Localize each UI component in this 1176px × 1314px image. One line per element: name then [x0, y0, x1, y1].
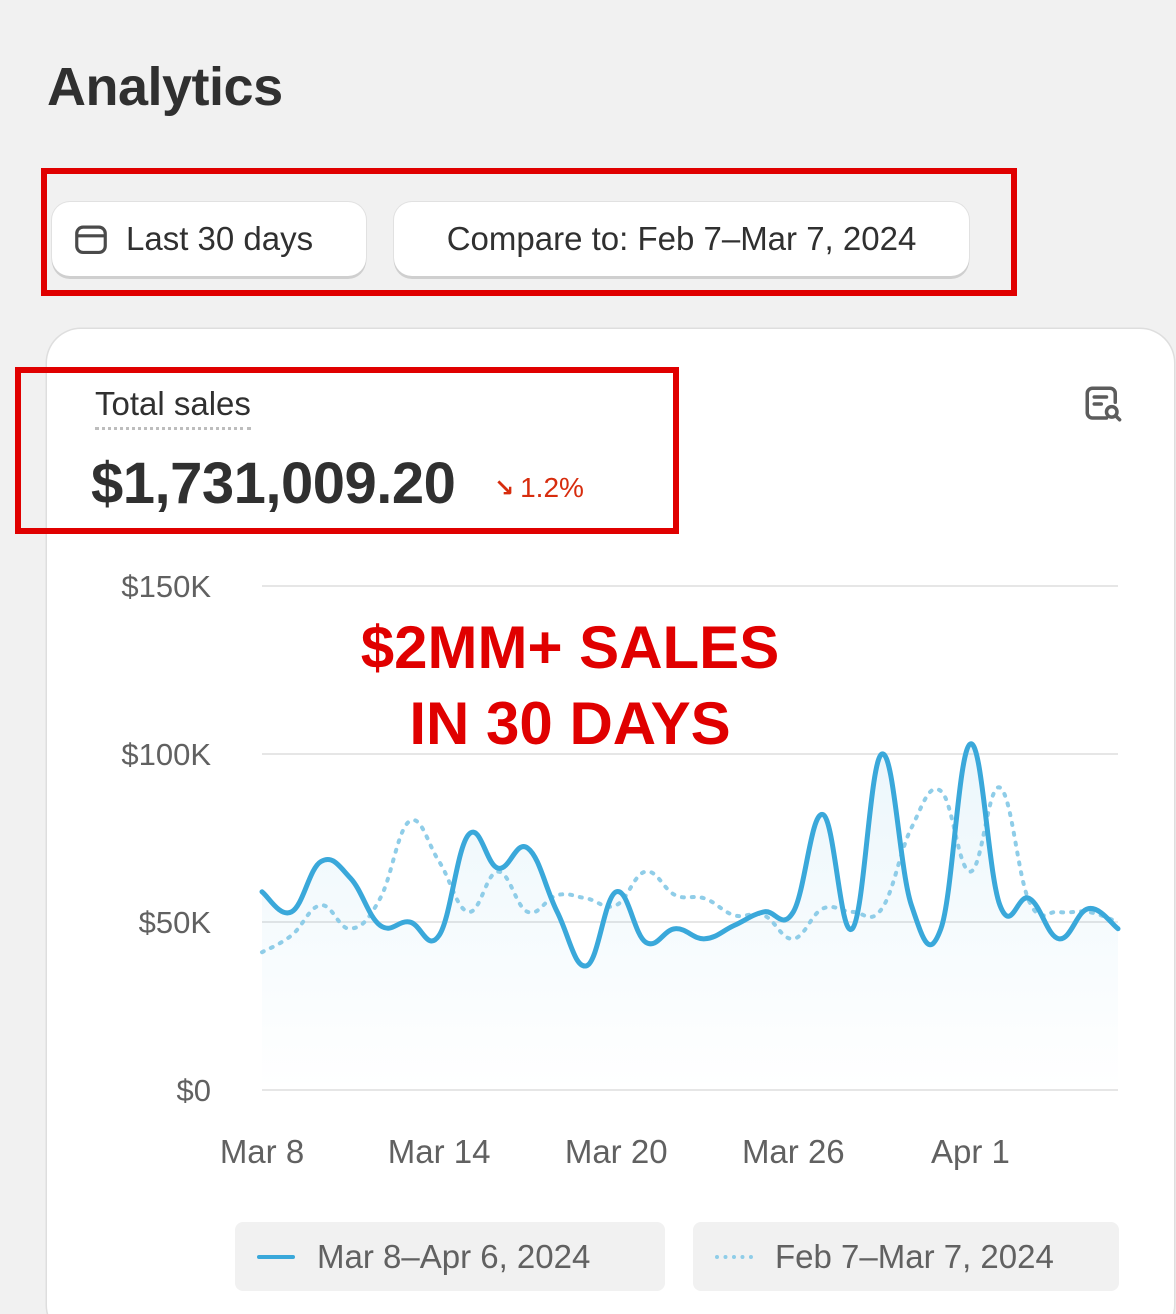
current-data-point — [970, 743, 971, 744]
current-data-point — [557, 911, 558, 912]
compare-button[interactable]: Compare to: Feb 7–Mar 7, 2024 — [394, 202, 969, 276]
current-data-point — [586, 965, 587, 966]
previous-data-point — [1029, 901, 1030, 902]
page-title: Analytics — [47, 57, 283, 117]
annotation-line-2: IN 30 DAYS — [409, 690, 731, 757]
current-data-point — [527, 848, 528, 849]
x-tick-label: Mar 14 — [388, 1133, 491, 1170]
current-data-point — [321, 861, 322, 862]
previous-data-point — [734, 915, 735, 916]
current-data-point — [350, 878, 351, 879]
y-tick-label: $150K — [121, 569, 211, 604]
previous-data-point — [350, 928, 351, 929]
current-data-point — [1088, 908, 1089, 909]
previous-data-point — [380, 898, 381, 899]
total-sales-highlight-box — [15, 367, 679, 534]
current-data-point — [911, 905, 912, 906]
previous-data-point — [321, 905, 322, 906]
previous-series-line — [260, 785, 1120, 955]
metric-change: ↘ 1.2% — [494, 472, 584, 504]
previous-data-point — [911, 827, 912, 828]
current-data-point — [793, 911, 794, 912]
previous-data-point — [439, 861, 440, 862]
date-range-button[interactable]: Last 30 days — [52, 202, 366, 276]
current-data-point — [852, 928, 853, 929]
x-tick-label: Mar 26 — [742, 1133, 845, 1170]
metric-value: $1,731,009.20 — [91, 451, 456, 516]
x-tick-label: Apr 1 — [931, 1133, 1010, 1170]
previous-data-point — [940, 790, 941, 791]
previous-data-point — [1058, 911, 1059, 912]
report-search-icon[interactable] — [1082, 383, 1124, 425]
calendar-icon — [75, 225, 107, 255]
current-data-point — [1118, 928, 1119, 929]
current-data-point — [704, 938, 705, 939]
legend-previous-label: Feb 7–Mar 7, 2024 — [775, 1237, 1054, 1275]
metric-change-value: 1.2% — [520, 472, 584, 503]
previous-data-point — [498, 871, 499, 872]
previous-data-point — [881, 908, 882, 909]
current-data-point — [439, 935, 440, 936]
current-series-line — [259, 741, 1121, 969]
previous-data-point — [1118, 922, 1119, 923]
current-data-point — [380, 925, 381, 926]
previous-data-point — [763, 915, 764, 916]
previous-data-point — [291, 935, 292, 936]
arrow-down-right-icon: ↘ — [494, 474, 515, 502]
previous-data-point — [527, 911, 528, 912]
current-data-point — [291, 911, 292, 912]
current-data-point — [763, 911, 764, 912]
current-data-point — [675, 928, 676, 929]
current-data-point — [881, 754, 882, 755]
previous-data-point — [557, 895, 558, 896]
previous-data-point — [645, 871, 646, 872]
date-range-label: Last 30 days — [126, 220, 314, 257]
current-data-point — [822, 814, 823, 815]
previous-data-point — [852, 911, 853, 912]
current-series-area — [262, 743, 1118, 1090]
current-data-point — [734, 925, 735, 926]
previous-data-point — [822, 908, 823, 909]
previous-data-point — [409, 821, 410, 822]
current-data-point — [1058, 938, 1059, 939]
annotation-line-1: $2MM+ SALES — [360, 614, 780, 681]
current-data-point — [262, 891, 263, 892]
current-data-point — [999, 905, 1000, 906]
current-data-point — [1029, 898, 1030, 899]
current-data-point — [468, 834, 469, 835]
legend-current-label: Mar 8–Apr 6, 2024 — [317, 1237, 591, 1275]
y-tick-label: $0 — [177, 1073, 211, 1108]
previous-data-point — [793, 938, 794, 939]
filters-highlight-box — [41, 168, 1017, 296]
x-tick-label: Mar 8 — [220, 1133, 304, 1170]
legend-solid-line-swatch — [257, 1254, 295, 1259]
x-tick-label: Mar 20 — [565, 1133, 668, 1170]
previous-data-point — [616, 905, 617, 906]
previous-data-point — [704, 898, 705, 899]
y-tick-label: $50K — [139, 905, 212, 940]
previous-data-point — [970, 871, 971, 872]
current-data-point — [940, 928, 941, 929]
current-data-point — [498, 868, 499, 869]
previous-data-point — [1088, 911, 1089, 912]
legend-dotted-line-swatch — [715, 1254, 753, 1259]
previous-data-point — [999, 787, 1000, 788]
previous-data-point — [468, 911, 469, 912]
y-tick-label: $100K — [121, 737, 211, 772]
legend-previous-period[interactable]: Feb 7–Mar 7, 2024 — [693, 1222, 1119, 1291]
metric-label[interactable]: Total sales — [95, 385, 251, 430]
previous-data-point — [262, 952, 263, 953]
annotation-overlay: $2MM+ SALES IN 30 DAYS — [300, 610, 840, 762]
current-data-point — [616, 891, 617, 892]
compare-label: Compare to: Feb 7–Mar 7, 2024 — [446, 220, 917, 257]
current-data-point — [409, 922, 410, 923]
previous-data-point — [675, 895, 676, 896]
current-data-point — [645, 942, 646, 943]
previous-data-point — [586, 898, 587, 899]
legend-current-period[interactable]: Mar 8–Apr 6, 2024 — [235, 1222, 665, 1291]
